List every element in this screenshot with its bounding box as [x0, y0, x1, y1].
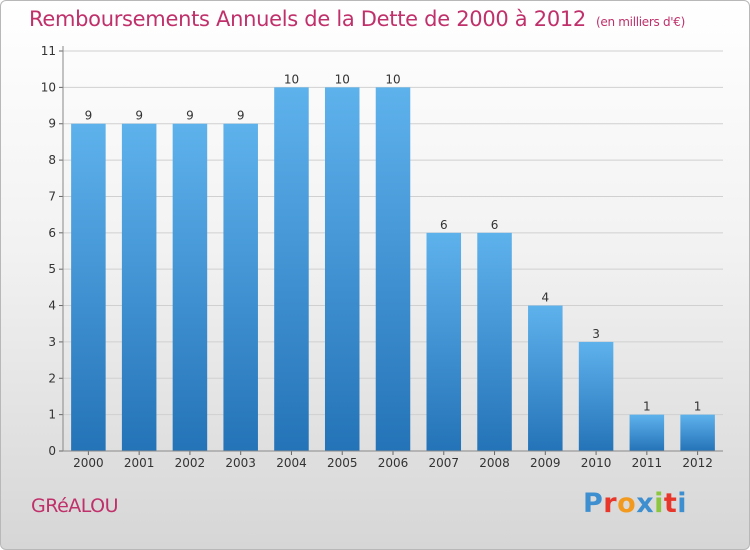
y-tick-label: 5 — [48, 262, 56, 276]
bar — [274, 87, 309, 451]
bar — [680, 414, 715, 451]
logo-letter: t — [663, 488, 678, 519]
y-axis-ticks: 0 1 2 3 4 5 6 7 8 9 10 11 — [41, 44, 63, 458]
data-label: 9 — [85, 109, 93, 123]
bar — [71, 123, 106, 452]
data-label: 10 — [284, 72, 299, 86]
data-label: 3 — [592, 327, 600, 341]
x-tick-label: 2005 — [327, 456, 358, 470]
data-label: 1 — [694, 400, 702, 414]
y-tick-label: 9 — [48, 117, 56, 131]
y-tick-label: 4 — [48, 299, 56, 313]
data-label: 10 — [385, 72, 400, 86]
logo-letter: i — [654, 488, 664, 519]
logo-letter: x — [636, 488, 655, 519]
y-tick-label: 8 — [48, 153, 56, 167]
y-tick-label: 10 — [41, 80, 56, 94]
x-tick-label: 2000 — [73, 456, 104, 470]
title-text: Remboursements Annuels de la Dette de 20… — [29, 7, 586, 31]
logo-letter: P — [583, 488, 604, 519]
y-tick-label: 1 — [48, 408, 56, 422]
data-label: 9 — [237, 109, 245, 123]
x-tick-label: 2003 — [225, 456, 256, 470]
bar — [223, 123, 258, 452]
x-tick-label: 2002 — [175, 456, 206, 470]
chart-title: Remboursements Annuels de la Dette de 20… — [29, 7, 685, 31]
y-tick-label: 7 — [48, 189, 56, 203]
x-axis-ticks: 2000 2001 2002 2003 2004 2005 2006 2007 2008 2009… — [73, 451, 713, 470]
bar — [121, 123, 157, 452]
data-label: 10 — [335, 72, 350, 86]
bar — [375, 87, 411, 451]
x-tick-label: 2010 — [581, 456, 612, 470]
axes — [62, 46, 723, 452]
logo-letter: o — [617, 488, 637, 519]
y-tick-label: 11 — [41, 44, 56, 58]
data-label: 4 — [541, 291, 549, 305]
bar — [324, 87, 360, 451]
logo-letter: i — [677, 488, 688, 519]
x-tick-label: 2011 — [632, 456, 663, 470]
commune-name: GRéALOU — [31, 495, 119, 517]
bar — [578, 341, 614, 451]
data-label: 6 — [440, 218, 448, 232]
unit-label: (en milliers d'€) — [596, 15, 686, 29]
data-labels: 9 9 9 9 10 10 10 6 6 4 3 1 1 — [85, 72, 702, 413]
y-tick-label: 2 — [48, 371, 56, 385]
bars — [71, 87, 715, 452]
x-tick-label: 2001 — [124, 456, 155, 470]
x-tick-label: 2008 — [479, 456, 510, 470]
x-tick-label: 2004 — [276, 456, 307, 470]
data-label: 9 — [186, 109, 194, 123]
bar — [629, 414, 665, 451]
x-tick-label: 2009 — [530, 456, 561, 470]
data-label: 9 — [135, 109, 143, 123]
x-tick-label: 2012 — [682, 456, 713, 470]
data-label: 6 — [491, 218, 499, 232]
y-tick-label: 3 — [48, 335, 56, 349]
x-tick-label: 2007 — [428, 456, 459, 470]
proxiti-logo[interactable]: Proxiti — [583, 488, 687, 519]
x-tick-label: 2006 — [378, 456, 409, 470]
data-label: 1 — [643, 400, 651, 414]
logo-letter: r — [603, 488, 618, 519]
bar — [172, 123, 208, 452]
bar — [477, 232, 512, 451]
y-tick-label: 0 — [48, 444, 56, 458]
bar — [426, 232, 462, 451]
bar — [528, 305, 563, 451]
y-tick-label: 6 — [48, 226, 56, 240]
